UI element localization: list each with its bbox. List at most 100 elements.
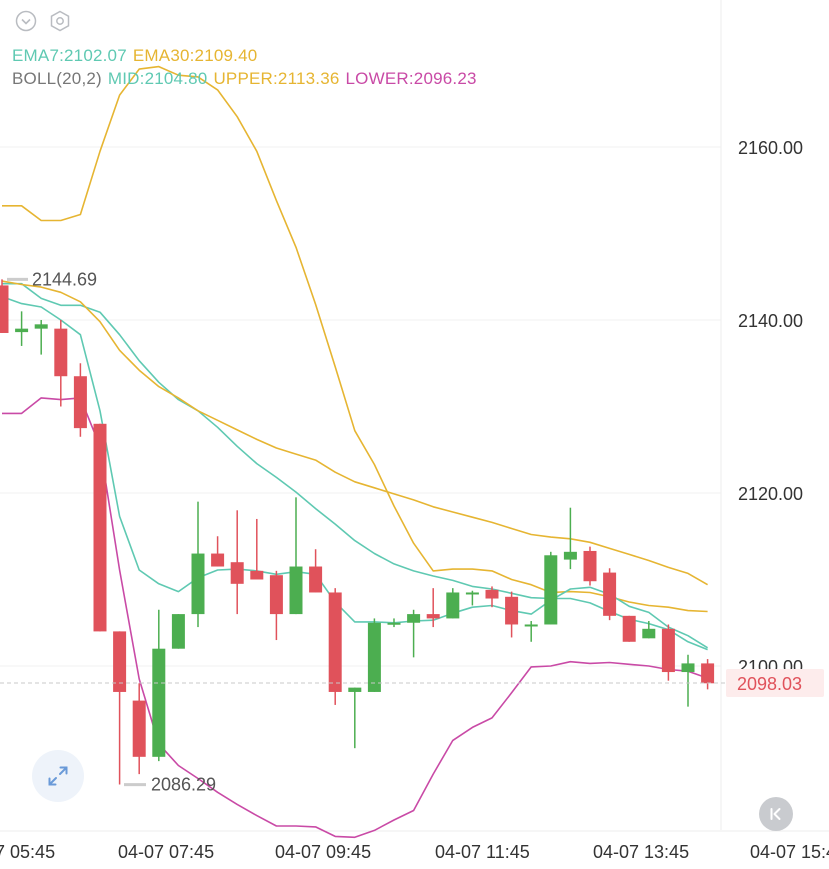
line-upper bbox=[2, 65, 708, 613]
candle bbox=[642, 621, 656, 639]
candle bbox=[191, 501, 205, 628]
boll-legend-label: BOLL(20,2) bbox=[12, 69, 102, 88]
candle bbox=[505, 591, 519, 638]
candle bbox=[93, 423, 107, 632]
collapse-button[interactable] bbox=[14, 9, 38, 33]
indicator-lines bbox=[1, 65, 709, 839]
candle bbox=[54, 320, 68, 407]
last-price-tag: 2098.03 bbox=[0, 669, 824, 698]
line-mid bbox=[2, 282, 708, 651]
time-tick-label: 04-07 07:45 bbox=[118, 842, 214, 862]
time-tick-label: 04-07 11:45 bbox=[435, 842, 530, 862]
candle-body bbox=[34, 324, 48, 329]
candle-body bbox=[563, 551, 577, 560]
candle-body bbox=[54, 328, 68, 377]
candle bbox=[622, 615, 636, 642]
line-lower bbox=[2, 397, 708, 839]
last-price-label: 2098.03 bbox=[737, 674, 802, 694]
candle bbox=[211, 536, 225, 567]
candle bbox=[681, 654, 695, 707]
candle-body bbox=[152, 648, 166, 757]
candle bbox=[387, 618, 401, 628]
candle-body bbox=[603, 572, 617, 616]
candle bbox=[563, 507, 577, 570]
candle bbox=[15, 311, 29, 346]
candle bbox=[446, 588, 460, 619]
candle bbox=[230, 510, 244, 615]
candle-body bbox=[289, 566, 303, 615]
line-ema30 bbox=[1, 280, 708, 586]
candle-body bbox=[328, 592, 342, 692]
candle bbox=[289, 497, 303, 615]
time-tick-label: 04-07 15:45 bbox=[750, 842, 829, 862]
candle-body bbox=[211, 553, 225, 567]
candle-body bbox=[701, 663, 715, 684]
candle bbox=[171, 614, 185, 649]
time-tick-label: 04-07 13:45 bbox=[593, 842, 689, 862]
price-tick-label: 2120.00 bbox=[738, 484, 803, 504]
candle bbox=[269, 570, 283, 641]
high-low-markers: 2144.69 2086.29 bbox=[7, 269, 216, 795]
candle-body bbox=[191, 553, 205, 615]
candle bbox=[367, 618, 381, 692]
candles bbox=[0, 279, 715, 785]
candle bbox=[348, 687, 362, 749]
candle-body bbox=[132, 700, 146, 757]
expand-button[interactable] bbox=[32, 750, 84, 802]
candle bbox=[152, 609, 166, 762]
candle bbox=[407, 609, 421, 658]
candle bbox=[583, 546, 597, 586]
candle bbox=[250, 518, 264, 580]
candle-body bbox=[348, 687, 362, 692]
candle bbox=[426, 588, 440, 628]
candle-body bbox=[681, 663, 695, 673]
candle-body bbox=[15, 328, 29, 333]
time-tick-label: 04-07 05:45 bbox=[0, 842, 55, 862]
hexagon-settings-icon bbox=[50, 10, 70, 32]
candle-body bbox=[426, 614, 440, 619]
candle-body bbox=[269, 575, 283, 615]
candle-body bbox=[250, 570, 264, 580]
time-tick-label: 04-07 09:45 bbox=[275, 842, 371, 862]
scroll-to-latest-icon bbox=[770, 808, 781, 820]
candle bbox=[701, 659, 715, 690]
candle bbox=[132, 683, 146, 775]
candle-body bbox=[0, 285, 9, 333]
boll-mid-legend: MID:2104.80 bbox=[107, 69, 208, 88]
candle bbox=[603, 568, 617, 621]
line-ema7 bbox=[1, 295, 709, 649]
candle bbox=[309, 549, 323, 593]
candle bbox=[544, 551, 558, 625]
candle-body bbox=[661, 628, 675, 673]
candle bbox=[524, 621, 538, 642]
price-tick-label: 2140.00 bbox=[738, 311, 803, 331]
candle-body bbox=[505, 596, 519, 625]
candle bbox=[465, 590, 479, 606]
candle-body bbox=[387, 622, 401, 625]
candle-body bbox=[367, 622, 381, 692]
scroll-to-latest-button[interactable] bbox=[759, 797, 793, 831]
candle-body bbox=[485, 589, 499, 599]
candle-body bbox=[171, 614, 185, 649]
candle bbox=[0, 279, 9, 333]
candle-body bbox=[407, 614, 421, 623]
last-price-box bbox=[726, 669, 824, 698]
boll-upper-legend: UPPER:2113.36 bbox=[213, 69, 340, 88]
ema30-legend: EMA30:2109.40 bbox=[132, 46, 258, 65]
settings-button[interactable] bbox=[48, 9, 72, 33]
candle-body bbox=[73, 376, 87, 429]
time-axis-labels: 04-07 05:45 04-07 07:45 04-07 09:45 04-07 1… bbox=[0, 842, 829, 862]
candle bbox=[661, 624, 675, 681]
candle-body bbox=[93, 423, 107, 632]
candle-body bbox=[622, 615, 636, 642]
expand-arrows-icon bbox=[48, 766, 68, 786]
candle-body bbox=[446, 592, 460, 619]
ema7-legend: EMA7:2102.07 bbox=[12, 46, 127, 65]
ema-legend: EMA7:2102.07 EMA30:2109.40 bbox=[12, 46, 263, 66]
candle bbox=[113, 631, 127, 785]
candle-body bbox=[309, 566, 323, 593]
high-marker-label: 2144.69 bbox=[32, 269, 97, 289]
candle bbox=[328, 588, 342, 705]
